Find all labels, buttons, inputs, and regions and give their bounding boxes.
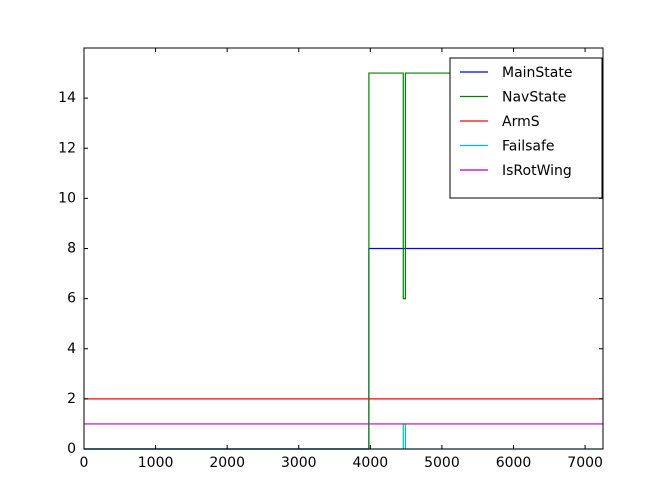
legend-label: NavState — [502, 90, 566, 106]
y-tick-label: 12 — [58, 140, 76, 156]
y-tick-label: 0 — [67, 441, 76, 457]
y-tick-label: 14 — [58, 90, 76, 106]
x-tick-label: 1000 — [138, 455, 174, 471]
y-tick-label: 4 — [67, 341, 76, 357]
x-tick-label: 3000 — [281, 455, 317, 471]
series-line — [84, 72, 603, 450]
plot-frame — [83, 47, 604, 450]
y-tick-label: 2 — [67, 391, 76, 407]
legend-box — [449, 57, 603, 199]
x-tick-label: 2000 — [209, 455, 245, 471]
y-tick-label: 10 — [58, 190, 76, 206]
x-tick-label: 7000 — [567, 455, 603, 471]
x-tick-label: 4000 — [353, 455, 389, 471]
y-tick-label: 8 — [67, 241, 76, 257]
x-tick-label: 6000 — [496, 455, 532, 471]
legend-label: Failsafe — [502, 139, 555, 155]
y-tick-label: 6 — [67, 291, 76, 307]
legend-label: IsRotWing — [502, 163, 572, 179]
x-tick-label: 0 — [80, 455, 89, 471]
legend-label: ArmS — [502, 114, 540, 130]
legend-label: MainState — [502, 65, 572, 81]
x-tick-label: 5000 — [424, 455, 460, 471]
